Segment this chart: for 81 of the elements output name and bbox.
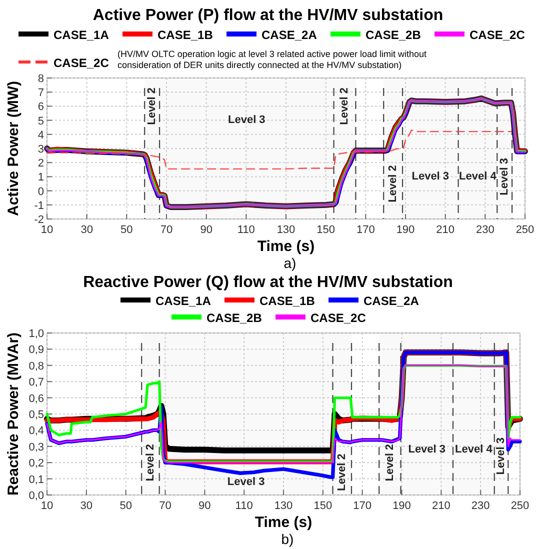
y-tick-label: 0,6 — [28, 392, 44, 405]
x-tick-label: 110 — [237, 224, 255, 236]
x-tick-label: 170 — [356, 224, 375, 236]
y-tick-label: -2 — [34, 214, 44, 226]
x-tick-label: 190 — [392, 500, 411, 512]
legend-label: CASE_2C — [470, 28, 526, 42]
band-label: Level 3 — [498, 158, 510, 196]
y-tick-label: 1,0 — [28, 328, 44, 340]
chart-title: Active Power (P) flow at the HV/MV substation — [92, 7, 444, 24]
y-tick-label: 2 — [38, 158, 44, 170]
x-tick-label: 10 — [40, 224, 54, 236]
x-tick-label: 230 — [471, 500, 490, 512]
band-label: Level 2 — [338, 88, 351, 125]
x-tick-label: 50 — [120, 500, 132, 512]
y-tick-label: 0,2 — [28, 458, 44, 470]
y-tick-label: 0,9 — [28, 344, 44, 356]
legend-label: CASE_2C (HV/MV OLTC operation logic at level 3 related active power load limit without consideration of DER units directly connected at the HV/MV substation) — [54, 49, 427, 70]
band-label: Level 3 — [228, 114, 266, 126]
band-label: Level 2 — [386, 165, 399, 202]
x-tick-label: 250 — [510, 500, 530, 512]
y-tick-label: 0 — [38, 186, 44, 198]
legend-label: CASE_1B — [260, 294, 316, 308]
x-tick-label: 90 — [198, 500, 211, 512]
text: b) — [281, 531, 294, 547]
legend-label: CASE_1A — [54, 28, 110, 42]
legend-label: CASE_2B — [206, 311, 262, 325]
legend-label: CASE_1A — [156, 294, 212, 308]
y-axis-title: Active Power (MW) — [5, 80, 22, 216]
y-axis-title: Reactive Power (MVAr) — [5, 332, 22, 496]
x-axis-title: Time (s) — [254, 514, 312, 531]
y-tick-label: 0,5 — [28, 409, 44, 421]
y-tick-label: 5 — [38, 115, 44, 128]
band-label: Level 2 — [146, 88, 158, 125]
y-tick-label: 4 — [38, 129, 44, 142]
x-tick-label: 70 — [160, 224, 173, 236]
y-tick-label: 7 — [38, 87, 44, 100]
y-tick-label: -1 — [34, 200, 44, 212]
x-tick-label: 30 — [80, 224, 93, 236]
band-label: Level 2 — [384, 444, 396, 482]
x-tick-label: 210 — [436, 224, 455, 236]
x-axis-title: Time (s) — [257, 238, 315, 255]
y-tick-label: 0,4 — [28, 425, 44, 438]
legend-label: CASE_2B — [366, 28, 422, 42]
legend-label: CASE_1B — [158, 28, 214, 42]
x-tick-label: 190 — [396, 224, 415, 236]
band-label: Level 4 — [459, 170, 498, 183]
x-tick-label: 110 — [235, 500, 253, 512]
band-label: Level 2 — [144, 444, 156, 482]
x-tick-label: 230 — [476, 224, 494, 236]
y-tick-label: 1 — [38, 172, 44, 184]
y-tick-label: 0,3 — [28, 441, 44, 454]
y-tick-label: 0,0 — [28, 490, 44, 502]
x-tick-label: 130 — [274, 500, 293, 512]
x-tick-label: 170 — [353, 500, 372, 512]
y-tick-label: 0,8 — [28, 360, 44, 372]
band-label: Level 3 — [412, 170, 450, 183]
x-tick-label: 210 — [432, 500, 450, 512]
x-tick-label: 30 — [80, 500, 93, 512]
x-tick-label: 70 — [159, 500, 172, 512]
legend-label: CASE_2A — [262, 28, 318, 42]
x-tick-label: 150 — [316, 224, 336, 236]
x-tick-label: 10 — [40, 500, 54, 512]
text: a) — [284, 255, 296, 271]
x-tick-label: 130 — [276, 224, 296, 236]
band-label: Level 4 — [455, 444, 494, 456]
x-tick-label: 90 — [200, 224, 212, 236]
x-tick-label: 250 — [516, 224, 534, 236]
y-tick-label: 3 — [38, 144, 44, 156]
legend-label: CASE_2C — [310, 311, 366, 325]
band-label: Level 2 — [336, 454, 348, 491]
legend-label: CASE_2A — [364, 294, 420, 308]
chart-title: Reactive Power (Q) flow at the HV/MV substation — [83, 274, 453, 291]
band-label: Level 3 — [408, 444, 446, 456]
y-tick-label: 0,7 — [28, 376, 44, 389]
y-tick-label: 6 — [38, 101, 44, 114]
y-tick-label: 0,1 — [28, 474, 44, 486]
y-tick-label: 8 — [38, 73, 44, 85]
x-tick-label: 150 — [314, 500, 332, 512]
band-label: Level 3 — [495, 437, 508, 475]
x-tick-label: 50 — [120, 224, 133, 236]
band-label: Level 3 — [227, 476, 265, 488]
